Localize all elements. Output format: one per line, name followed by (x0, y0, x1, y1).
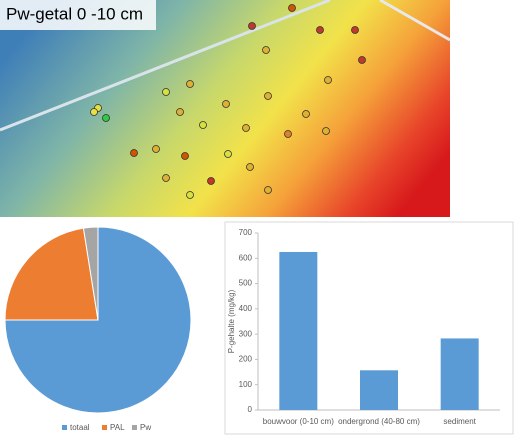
pie-slice (4, 227, 99, 321)
map-road (0, 0, 331, 132)
y-tick-label: 700 (239, 228, 253, 237)
map-point (248, 22, 256, 30)
map-point (130, 149, 138, 157)
map-point (162, 88, 170, 96)
map-point (102, 114, 110, 122)
map-point (152, 145, 160, 153)
bar (360, 370, 398, 410)
bar (440, 338, 479, 410)
map-point (186, 191, 194, 199)
map-point (224, 150, 232, 158)
y-tick-label: 600 (239, 253, 253, 262)
y-tick-label: 200 (239, 355, 253, 364)
map-point (186, 80, 194, 88)
map-point (264, 186, 272, 194)
pie-chart: totaal PAL Pw (4, 226, 192, 432)
map-point (284, 130, 292, 138)
y-tick-label: 500 (239, 279, 253, 288)
map-point (162, 174, 170, 182)
y-tick-label: 100 (239, 380, 253, 389)
legend-swatch (102, 425, 107, 430)
map-point (322, 127, 330, 135)
map-points (90, 4, 366, 199)
pie-slice (4, 226, 192, 414)
map-point (288, 4, 296, 12)
map-point (324, 76, 332, 84)
legend-label: totaal (70, 423, 90, 432)
map-road (379, 0, 451, 42)
map-point (90, 108, 98, 116)
x-tick-label: bouwvoor (0-10 cm) (263, 417, 334, 426)
map-title-box (0, 0, 156, 30)
y-axis-title: P-gehalte (mg/kg) (227, 289, 236, 353)
bar-chart: 0 100 200 300 400 500 600 700 P-gehalte (mg/kg) b… (224, 221, 514, 435)
legend-label: Pw (140, 423, 151, 432)
map-point (176, 108, 184, 116)
map-point (222, 100, 230, 108)
map-point (181, 152, 189, 160)
map-point (358, 56, 366, 64)
map-point (316, 26, 324, 34)
map-point (199, 121, 207, 129)
map-title: Pw-getal 0 -10 cm (6, 4, 143, 23)
legend-label: PAL (110, 423, 125, 432)
map: Pw-getal 0 -10 cm (0, 0, 451, 217)
x-tick-label: sediment (443, 417, 476, 426)
legend-swatch (132, 425, 137, 430)
map-point (302, 110, 310, 118)
map-point (264, 92, 272, 100)
map-point (246, 163, 254, 171)
map-point (351, 26, 359, 34)
map-image (0, 0, 450, 217)
map-point (262, 46, 270, 54)
map-point (242, 124, 250, 132)
bar (279, 251, 318, 410)
pie-slice (82, 226, 99, 321)
y-tick-label: 400 (239, 304, 253, 313)
legend-swatch (62, 425, 67, 430)
chart-frame (224, 221, 514, 435)
y-tick-label: 0 (248, 405, 253, 414)
y-tick-label: 300 (239, 329, 253, 338)
x-tick-label: ondergrond (40-80 cm) (338, 417, 420, 426)
map-point (207, 177, 215, 185)
